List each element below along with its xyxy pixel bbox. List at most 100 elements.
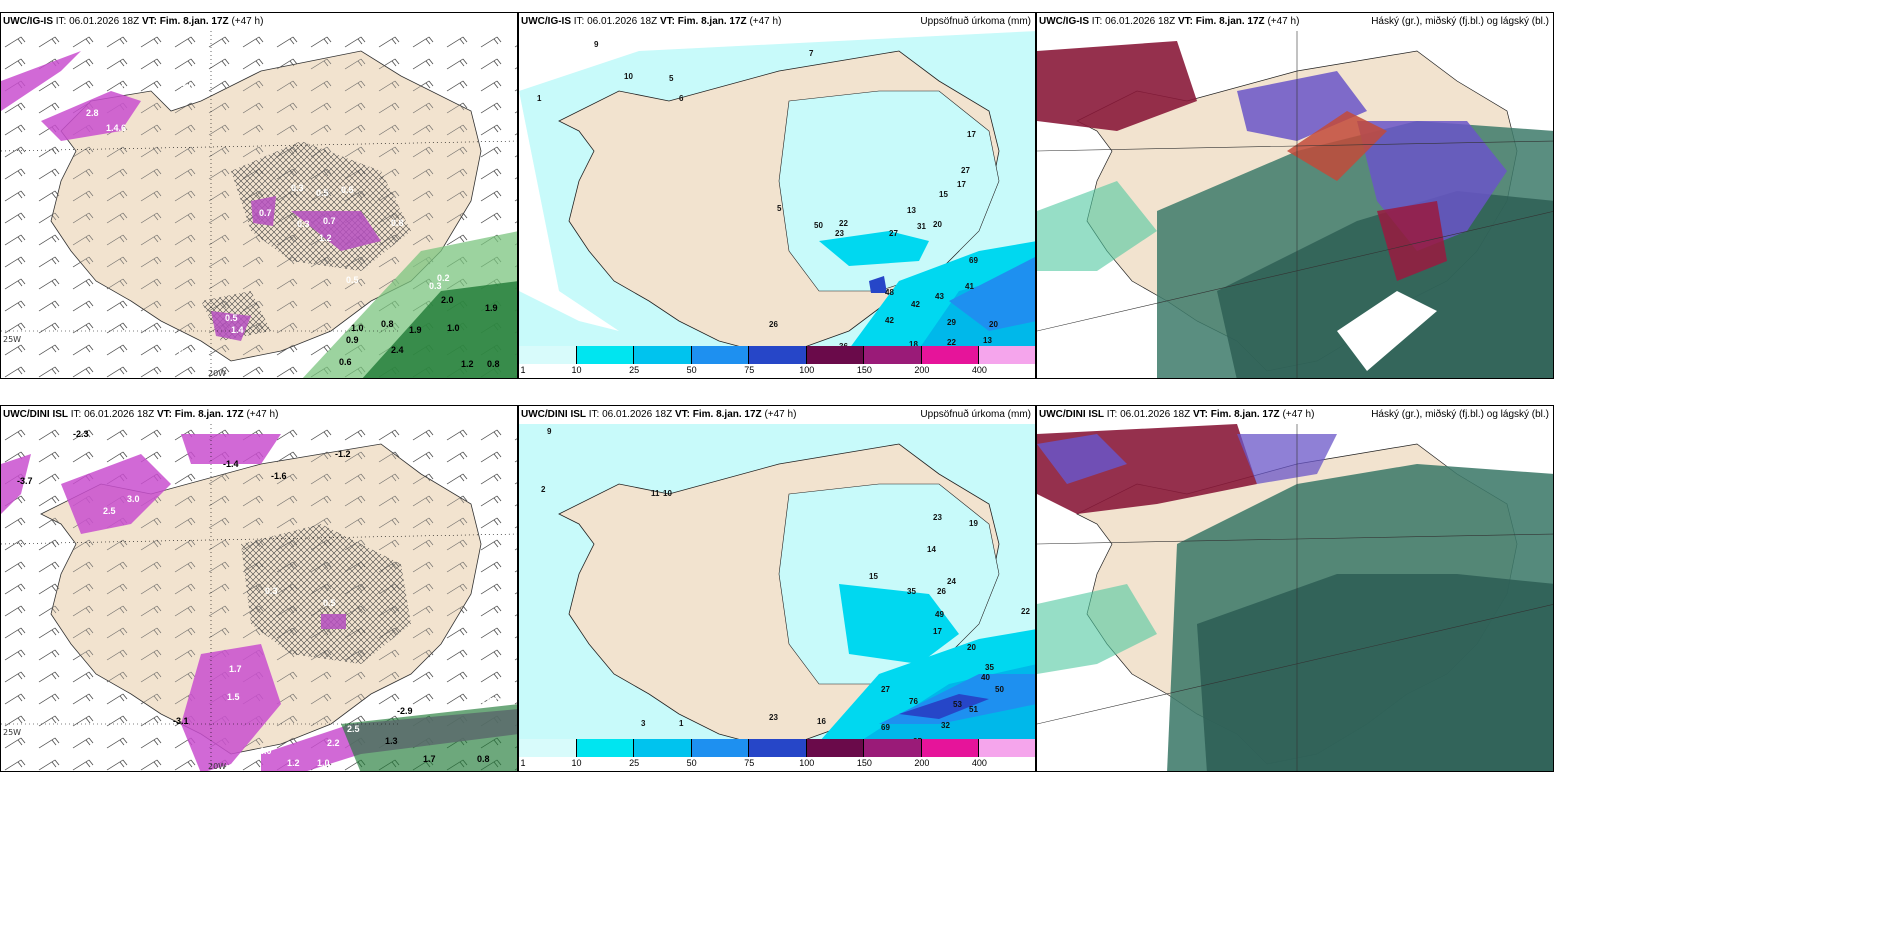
scale-color-cell — [634, 346, 692, 364]
svg-text:1.5: 1.5 — [227, 692, 240, 702]
svg-text:10: 10 — [624, 72, 633, 81]
contour-values: 3.0 2.8 1.4.6 0.7 0.3 0.5 0.5 0.7 0.3 1.… — [86, 81, 500, 370]
panel-title: UWC/DINI ISL IT: 06.01.2026 18Z VT: Fim.… — [1039, 409, 1315, 420]
svg-text:31: 31 — [917, 222, 926, 231]
panel-top-right-cloud: UWC/IG-IS IT: 06.01.2026 18Z VT: Fim. 8.… — [1036, 12, 1554, 379]
wind-map: 3.0 2.8 1.4.6 0.7 0.3 0.5 0.5 0.7 0.3 1.… — [1, 31, 517, 378]
svg-text:43: 43 — [935, 292, 944, 301]
svg-text:27: 27 — [889, 229, 898, 238]
svg-text:13: 13 — [907, 206, 916, 215]
svg-text:0.3: 0.3 — [297, 219, 310, 229]
svg-text:26: 26 — [769, 320, 778, 329]
panel-top-mid-precip: UWC/IG-IS IT: 06.01.2026 18Z VT: Fim. 8.… — [518, 12, 1036, 379]
panel-bot-left-wind: UWC/DINI ISL IT: 06.01.2026 18Z VT: Fim.… — [0, 405, 518, 772]
scale-color-cell — [691, 739, 750, 757]
svg-text:0.3: 0.3 — [265, 586, 278, 596]
svg-text:5: 5 — [777, 204, 782, 213]
lat-label: 25W — [3, 728, 22, 737]
svg-text:4.74.03.2: 4.74.03.2 — [467, 696, 505, 706]
scale-color-cell — [519, 346, 577, 364]
svg-text:42: 42 — [911, 300, 920, 309]
svg-text:0.8: 0.8 — [477, 754, 490, 764]
precip-values: 9 2 11 10 19 23 14 35 26 24 49 17 15 27 … — [541, 427, 1030, 742]
svg-text:9: 9 — [547, 427, 552, 436]
svg-text:0.3: 0.3 — [291, 183, 304, 193]
svg-text:20: 20 — [933, 220, 942, 229]
panel-variable-title: Háský (gr.), miðský (fj.bl.) og lágský (… — [1371, 409, 1549, 420]
scale-color-cell — [864, 739, 922, 757]
svg-text:0.8: 0.8 — [391, 218, 404, 228]
scale-color-cell — [979, 346, 1035, 364]
svg-text:41: 41 — [965, 282, 974, 291]
svg-text:11: 11 — [651, 489, 660, 498]
svg-text:24: 24 — [947, 577, 956, 586]
svg-text:2.5: 2.5 — [347, 724, 360, 734]
scale-label: 200 — [914, 365, 930, 375]
svg-text:0.6: 0.6 — [339, 357, 352, 367]
svg-text:1.0: 1.0 — [447, 323, 460, 333]
svg-text:0.7: 0.7 — [323, 216, 336, 226]
svg-text:23: 23 — [769, 713, 778, 722]
svg-text:0.8: 0.8 — [381, 319, 394, 329]
svg-text:1.4: 1.4 — [231, 325, 244, 335]
scale-color-cell — [634, 739, 692, 757]
scale-color-cell — [806, 346, 865, 364]
cloud-map — [1037, 31, 1553, 378]
panel-variable-title: Uppsöfnuð úrkoma (mm) — [920, 16, 1031, 27]
precip-scale: 1 10 25 50 75 100 150 200 400 — [519, 346, 1035, 378]
panel-bot-right-cloud: UWC/DINI ISL IT: 06.01.2026 18Z VT: Fim.… — [1036, 405, 1554, 772]
svg-text:1.4.6: 1.4.6 — [106, 123, 126, 133]
svg-text:48: 48 — [885, 288, 894, 297]
svg-text:-3.7: -3.7 — [17, 476, 33, 486]
svg-text:42: 42 — [885, 316, 894, 325]
svg-text:0.7: 0.7 — [121, 83, 134, 93]
svg-text:0.7: 0.7 — [149, 436, 162, 446]
svg-text:17: 17 — [967, 130, 976, 139]
scale-label: 150 — [856, 365, 872, 375]
precip-map: 9 2 11 10 19 23 14 35 26 24 49 17 15 27 … — [519, 424, 1035, 742]
svg-text:1.0: 1.0 — [317, 758, 330, 768]
svg-text:27: 27 — [881, 685, 890, 694]
scale-color-cell — [979, 739, 1035, 757]
svg-text:2.4: 2.4 — [391, 345, 404, 355]
svg-text:2.2: 2.2 — [327, 738, 340, 748]
scale-color-cell — [691, 346, 750, 364]
svg-text:50: 50 — [814, 221, 823, 230]
svg-text:32: 32 — [941, 721, 950, 730]
svg-text:17: 17 — [957, 180, 966, 189]
svg-text:49: 49 — [935, 610, 944, 619]
svg-text:23: 23 — [835, 229, 844, 238]
scale-label: 150 — [856, 758, 872, 768]
svg-text:29: 29 — [947, 318, 956, 327]
svg-text:14: 14 — [927, 545, 936, 554]
svg-text:0.5: 0.5 — [323, 598, 336, 608]
svg-text:1.9: 1.9 — [409, 325, 422, 335]
scale-label: 10 — [571, 365, 582, 375]
svg-text:5: 5 — [669, 74, 674, 83]
panel-bot-mid-precip: UWC/DINI ISL IT: 06.01.2026 18Z VT: Fim.… — [518, 405, 1036, 772]
cloud-map — [1037, 424, 1553, 771]
svg-text:15: 15 — [869, 572, 878, 581]
svg-text:1.9: 1.9 — [485, 303, 498, 313]
scale-label: 400 — [971, 758, 987, 768]
scale-color-cell — [806, 739, 865, 757]
svg-text:10: 10 — [663, 489, 672, 498]
svg-text:0.2: 0.2 — [437, 273, 450, 283]
precip-scale: 1 10 25 50 75 100 150 200 400 — [519, 739, 1035, 771]
svg-text:19: 19 — [969, 519, 978, 528]
svg-text:0.7: 0.7 — [259, 208, 272, 218]
wind-map: -2.3 0.7 -3.7 2.5 3.0 -1.4 -1.6 -1.2 0.3… — [1, 424, 517, 771]
svg-text:6: 6 — [679, 94, 684, 103]
scale-label: 100 — [799, 365, 815, 375]
svg-text:3.0: 3.0 — [181, 81, 194, 91]
svg-text:1.2: 1.2 — [287, 758, 300, 768]
svg-text:4.0: 4.0 — [259, 746, 272, 756]
svg-text:20: 20 — [967, 643, 976, 652]
scale-color-cell — [921, 346, 980, 364]
svg-text:1: 1 — [537, 94, 542, 103]
svg-text:53: 53 — [953, 700, 962, 709]
scale-color-cell — [749, 739, 807, 757]
svg-text:-1.4: -1.4 — [223, 459, 239, 469]
svg-text:27: 27 — [961, 166, 970, 175]
precip-map: 1 9 6 5 10 7 14 69 48 42 43 41 42 29 20 … — [519, 31, 1035, 349]
